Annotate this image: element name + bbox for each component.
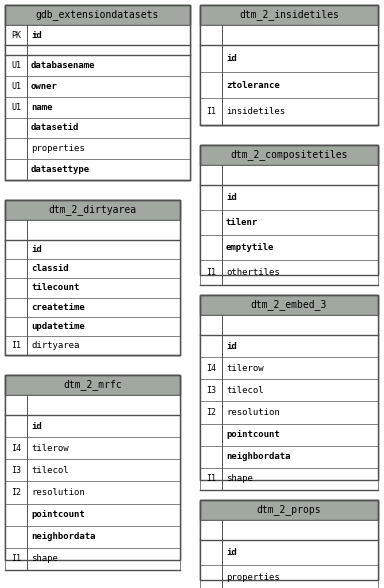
- Text: I1: I1: [11, 341, 21, 350]
- Bar: [200, 185, 378, 285]
- Text: id: id: [226, 342, 237, 350]
- Text: datasetid: datasetid: [31, 123, 79, 132]
- Bar: [200, 335, 378, 490]
- Text: dtm_2_props: dtm_2_props: [257, 505, 321, 516]
- Bar: [200, 5, 378, 25]
- Bar: [5, 200, 180, 220]
- Text: I3: I3: [11, 466, 21, 475]
- Bar: [5, 375, 180, 560]
- Bar: [5, 415, 180, 570]
- Text: name: name: [31, 102, 53, 112]
- Text: I1: I1: [206, 268, 216, 277]
- Text: createtime: createtime: [31, 303, 85, 312]
- Text: I1: I1: [206, 475, 216, 483]
- Text: I2: I2: [11, 488, 21, 497]
- Text: dtm_2_mrfc: dtm_2_mrfc: [63, 379, 122, 390]
- Text: pointcount: pointcount: [226, 430, 280, 439]
- Text: properties: properties: [31, 144, 85, 153]
- Bar: [200, 145, 378, 275]
- Text: I4: I4: [11, 444, 21, 453]
- Text: I2: I2: [206, 408, 216, 417]
- Text: dtm_2_compositetiles: dtm_2_compositetiles: [230, 149, 348, 161]
- Bar: [200, 145, 378, 275]
- Text: dtm_2_insidetiles: dtm_2_insidetiles: [239, 9, 339, 21]
- Bar: [5, 220, 180, 240]
- Bar: [5, 375, 180, 395]
- Bar: [200, 5, 378, 125]
- Text: tilecol: tilecol: [31, 466, 69, 475]
- Text: id: id: [226, 54, 237, 63]
- Text: tilenr: tilenr: [226, 218, 258, 227]
- Text: id: id: [31, 245, 42, 254]
- Text: id: id: [31, 31, 42, 39]
- Text: tilecol: tilecol: [226, 386, 264, 395]
- Text: dtm_2_embed_3: dtm_2_embed_3: [251, 299, 327, 310]
- Bar: [5, 395, 180, 415]
- Text: I4: I4: [206, 364, 216, 373]
- Bar: [200, 500, 378, 520]
- Text: U1: U1: [11, 82, 21, 91]
- Text: dirtyarea: dirtyarea: [31, 341, 79, 350]
- Text: U1: U1: [11, 61, 21, 70]
- Text: id: id: [226, 193, 237, 202]
- Text: tilecount: tilecount: [31, 283, 79, 292]
- Text: shape: shape: [226, 475, 253, 483]
- Bar: [5, 5, 190, 25]
- Bar: [5, 200, 180, 355]
- Bar: [200, 295, 378, 480]
- Bar: [200, 540, 378, 588]
- Bar: [200, 500, 378, 580]
- Bar: [5, 45, 190, 55]
- Bar: [200, 500, 378, 580]
- Bar: [200, 145, 378, 165]
- Bar: [200, 315, 378, 335]
- Bar: [5, 5, 190, 180]
- Text: resolution: resolution: [31, 488, 85, 497]
- Text: id: id: [226, 548, 237, 557]
- Text: gdb_extensiondatasets: gdb_extensiondatasets: [36, 9, 159, 21]
- Text: resolution: resolution: [226, 408, 280, 417]
- Text: neighbordata: neighbordata: [31, 532, 96, 542]
- Text: othertiles: othertiles: [226, 268, 280, 277]
- Bar: [200, 520, 378, 540]
- Text: emptytile: emptytile: [226, 243, 275, 252]
- Bar: [5, 200, 180, 355]
- Text: ztolerance: ztolerance: [226, 81, 280, 89]
- Text: classid: classid: [31, 264, 69, 273]
- Bar: [5, 240, 180, 355]
- Bar: [5, 5, 190, 180]
- Text: U1: U1: [11, 102, 21, 112]
- Text: I3: I3: [206, 386, 216, 395]
- Text: insidetiles: insidetiles: [226, 107, 285, 116]
- Bar: [200, 295, 378, 315]
- Text: properties: properties: [226, 573, 280, 582]
- Bar: [200, 165, 378, 185]
- Text: I1: I1: [206, 107, 216, 116]
- Text: updatetime: updatetime: [31, 322, 85, 330]
- Text: id: id: [31, 422, 42, 430]
- Bar: [5, 25, 190, 45]
- Text: shape: shape: [31, 554, 58, 563]
- Text: dtm_2_dirtyarea: dtm_2_dirtyarea: [48, 205, 137, 215]
- Text: neighbordata: neighbordata: [226, 452, 291, 461]
- Text: pointcount: pointcount: [31, 510, 85, 519]
- Text: databasename: databasename: [31, 61, 96, 70]
- Bar: [5, 55, 190, 180]
- Text: tilerow: tilerow: [31, 444, 69, 453]
- Bar: [200, 5, 378, 125]
- Bar: [200, 25, 378, 45]
- Text: I1: I1: [11, 554, 21, 563]
- Text: PK: PK: [11, 31, 21, 39]
- Text: tilerow: tilerow: [226, 364, 264, 373]
- Bar: [200, 45, 378, 125]
- Text: datasettype: datasettype: [31, 165, 90, 174]
- Bar: [5, 375, 180, 560]
- Bar: [200, 295, 378, 480]
- Text: owner: owner: [31, 82, 58, 91]
